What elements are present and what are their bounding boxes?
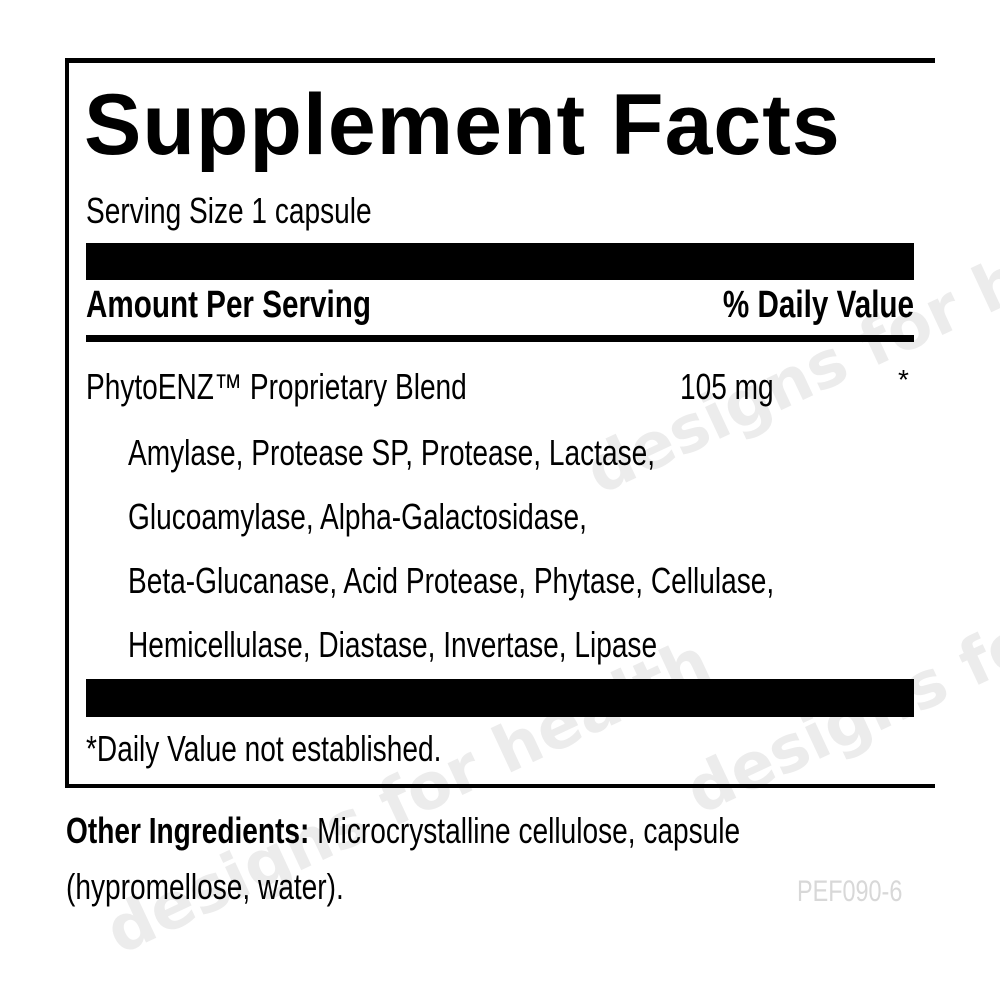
- thick-divider: [86, 243, 914, 280]
- blend-ingredient-line: Amylase, Protease SP, Protease, Lactase,: [128, 432, 656, 473]
- other-ingredients-text: Microcrystalline cellulose, capsule: [309, 810, 741, 851]
- blend-name: PhytoENZ™ Proprietary Blend: [86, 366, 467, 407]
- watermark: designs for health: [95, 624, 722, 970]
- footnote: *Daily Value not established.: [86, 728, 442, 769]
- thin-divider: [86, 335, 914, 342]
- serving-size: Serving Size 1 capsule: [86, 190, 372, 231]
- panel-title: Supplement Facts: [84, 77, 841, 173]
- blend-ingredient-line: Beta-Glucanase, Acid Protease, Phytase, …: [128, 560, 775, 601]
- other-ingredients-label: Other Ingredients:: [66, 810, 310, 851]
- left-border: [65, 58, 69, 788]
- amount-per-serving-header: Amount Per Serving: [86, 284, 371, 326]
- blend-daily-value: *: [898, 364, 909, 395]
- top-border: [65, 58, 935, 63]
- blend-ingredient-line: Hemicellulase, Diastase, Invertase, Lipa…: [128, 624, 658, 665]
- other-ingredients-line2: (hypromellose, water).: [66, 866, 344, 907]
- product-code: PEF090-6: [797, 875, 903, 908]
- bottom-border: [65, 784, 935, 788]
- watermark: designs for health: [675, 485, 1000, 830]
- other-ingredients: Other Ingredients: Microcrystalline cell…: [66, 810, 740, 852]
- daily-value-header: % Daily Value: [722, 284, 914, 326]
- blend-ingredient-line: Glucoamylase, Alpha-Galactosidase,: [128, 496, 587, 537]
- blend-amount: 105 mg: [680, 366, 774, 407]
- thick-divider: [86, 679, 914, 717]
